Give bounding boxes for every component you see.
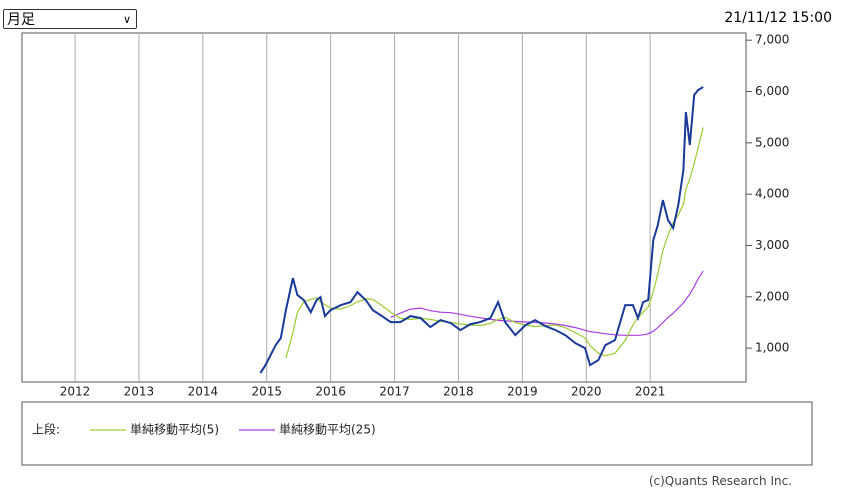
y-tick-label: 7,000 [755, 33, 789, 47]
x-tick-label: 2014 [188, 385, 219, 399]
legend-box [21, 401, 813, 466]
y-tick-label: 5,000 [755, 135, 789, 149]
series-line [285, 127, 704, 359]
x-tick-label: 2021 [635, 385, 666, 399]
chart: 上段: 2012 2013 2014 2015 2016 2017 2018 2019 2020… [21, 32, 813, 466]
legend-label: 上段: [32, 422, 60, 437]
x-tick-label: 2012 [60, 385, 91, 399]
x-tick-label: 2020 [571, 385, 602, 399]
plot-frame [21, 32, 747, 383]
x-tick-label: 2017 [379, 385, 410, 399]
y-tick-label: 3,000 [755, 238, 789, 252]
series-line [259, 86, 704, 374]
legend-entry: 単純移動平均(25) [279, 423, 376, 437]
select-value: 月足 [7, 12, 35, 28]
copyright: (c)Quants Research Inc. [648, 474, 792, 488]
x-tick-label: 2016 [315, 385, 346, 399]
period-select[interactable]: 月足 ∨ [3, 9, 137, 29]
x-tick-label: 2015 [251, 385, 282, 399]
timestamp: 21/11/12 15:00 [724, 10, 832, 26]
select-arrow: ∨ [122, 13, 131, 26]
x-tick-label: 2019 [507, 385, 538, 399]
x-tick-label: 2013 [124, 385, 155, 399]
legend-entry: 単純移動平均(5) [130, 423, 219, 437]
y-tick-label: 2,000 [755, 289, 789, 303]
y-tick-label: 4,000 [755, 187, 789, 201]
x-tick-label: 2018 [443, 385, 474, 399]
y-tick-label: 1,000 [755, 341, 789, 355]
y-tick-label: 6,000 [755, 84, 789, 98]
series-line [390, 270, 704, 336]
